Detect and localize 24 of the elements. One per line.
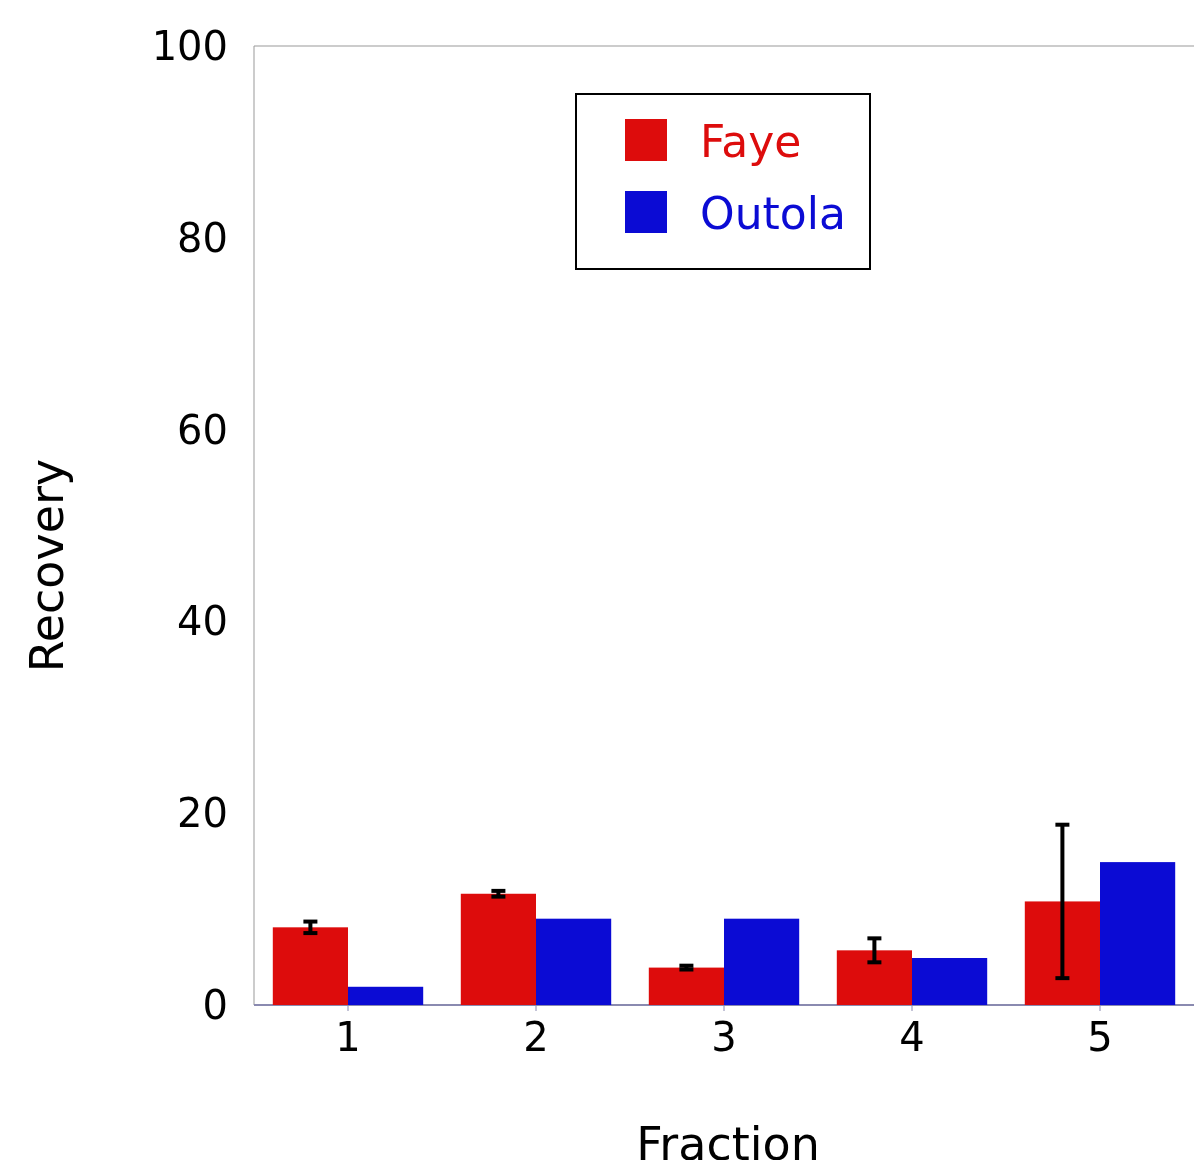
legend-label: Outola (700, 188, 846, 240)
bar (272, 927, 348, 1005)
y-tick-label: 40 (177, 598, 228, 645)
bar (836, 950, 912, 1005)
y-tick-label: 60 (177, 406, 228, 453)
y-tick-label: 100 (151, 23, 228, 69)
bar (724, 918, 800, 1005)
x-tick-label: 3 (711, 1014, 737, 1060)
legend-label: Faye (700, 116, 802, 168)
y-tick-label: 0 (202, 982, 228, 1028)
x-tick-label: 2 (523, 1014, 549, 1060)
bar (460, 893, 536, 1005)
y-tick-label: 80 (177, 214, 228, 261)
x-tick-label: 5 (1087, 1014, 1113, 1060)
bar (536, 918, 612, 1005)
x-tick-label: 1 (335, 1014, 361, 1060)
y-tick-label: 20 (177, 790, 228, 837)
y-axis-title: Recovery (20, 458, 74, 673)
x-tick-label: 4 (899, 1014, 925, 1060)
bar (912, 958, 988, 1005)
bar (1100, 862, 1176, 1005)
x-axis-title: Fraction (636, 1117, 820, 1160)
bar (648, 967, 724, 1005)
bar (348, 986, 424, 1005)
